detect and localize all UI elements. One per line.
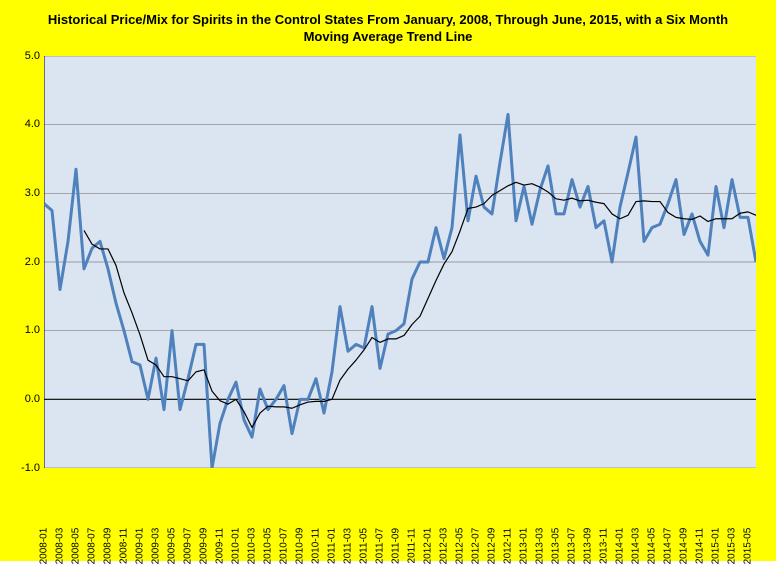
x-tick-label: 2014-03 (631, 528, 642, 564)
x-tick-label: 2014-09 (679, 528, 690, 564)
x-tick-label: 2010-11 (311, 528, 322, 564)
x-tick-label: 2009-09 (199, 528, 210, 564)
x-tick-label: 2010-03 (247, 528, 258, 564)
series-price_mix (44, 114, 756, 468)
x-tick-label: 2014-05 (647, 528, 658, 564)
x-tick-label: 2015-05 (743, 528, 754, 564)
x-tick-label: 2008-05 (71, 528, 82, 564)
x-tick-label: 2014-01 (615, 528, 626, 564)
y-tick-label: 3.0 (10, 187, 40, 199)
x-tick-label: 2012-09 (487, 528, 498, 564)
x-tick-label: 2014-11 (695, 528, 706, 564)
x-tick-label: 2012-07 (471, 528, 482, 564)
x-tick-label: 2010-05 (263, 528, 274, 564)
x-tick-label: 2012-01 (423, 528, 434, 564)
x-tick-label: 2008-03 (55, 528, 66, 564)
x-tick-label: 2013-09 (583, 528, 594, 564)
y-tick-label: 0.0 (10, 393, 40, 405)
x-tick-label: 2013-05 (551, 528, 562, 564)
x-tick-label: 2009-03 (151, 528, 162, 564)
y-tick-label: 4.0 (10, 118, 40, 130)
x-tick-label: 2011-11 (407, 528, 418, 563)
x-tick-label: 2011-03 (343, 528, 354, 564)
x-tick-label: 2008-01 (39, 528, 50, 564)
x-tick-label: 2013-07 (567, 528, 578, 564)
x-tick-label: 2009-05 (167, 528, 178, 564)
x-tick-label: 2008-11 (119, 528, 130, 564)
x-tick-label: 2010-09 (295, 528, 306, 564)
x-tick-label: 2011-01 (327, 528, 338, 564)
plot-wrap: -1.00.01.02.03.04.05.02008-012008-032008… (8, 52, 768, 542)
x-tick-label: 2009-11 (215, 528, 226, 564)
x-tick-label: 2013-03 (535, 528, 546, 564)
x-tick-label: 2013-11 (599, 528, 610, 564)
plot-area (44, 56, 756, 468)
x-tick-label: 2011-05 (359, 528, 370, 564)
x-tick-label: 2009-07 (183, 528, 194, 564)
x-tick-label: 2012-11 (503, 528, 514, 564)
x-tick-label: 2010-01 (231, 528, 242, 564)
x-tick-label: 2011-09 (391, 528, 402, 564)
y-tick-label: 2.0 (10, 256, 40, 268)
x-tick-label: 2008-09 (103, 528, 114, 564)
x-tick-label: 2012-03 (439, 528, 450, 564)
x-tick-label: 2013-01 (519, 528, 530, 564)
x-tick-label: 2012-05 (455, 528, 466, 564)
x-tick-label: 2015-03 (727, 528, 738, 564)
chart-container: Historical Price/Mix for Spirits in the … (0, 0, 776, 561)
x-tick-label: 2011-07 (375, 528, 386, 564)
chart-title: Historical Price/Mix for Spirits in the … (8, 8, 768, 52)
data-lines (44, 56, 756, 468)
x-tick-label: 2014-07 (663, 528, 674, 564)
y-tick-label: 5.0 (10, 50, 40, 62)
y-tick-label: 1.0 (10, 324, 40, 336)
x-tick-label: 2008-07 (87, 528, 98, 564)
x-tick-label: 2009-01 (135, 528, 146, 564)
x-tick-label: 2015-01 (711, 528, 722, 564)
x-tick-label: 2010-07 (279, 528, 290, 564)
y-tick-label: -1.0 (10, 462, 40, 474)
